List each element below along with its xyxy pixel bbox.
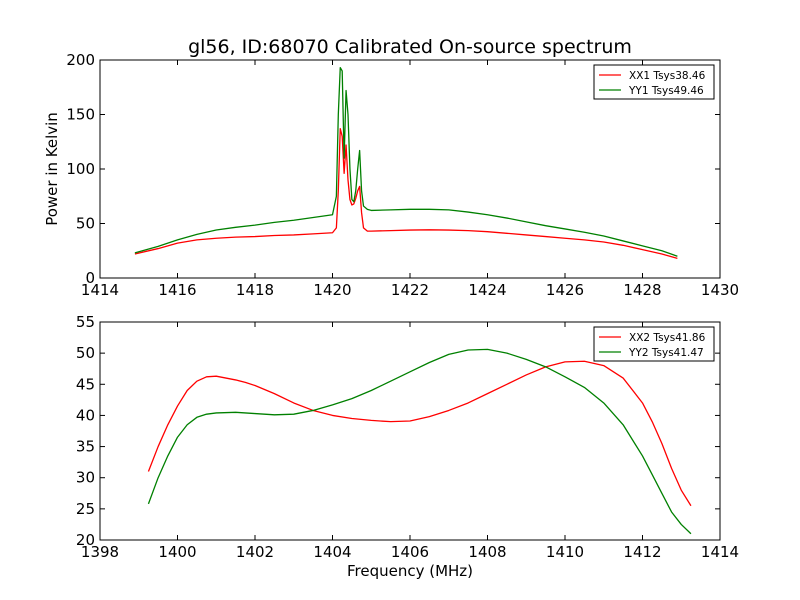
chart-2-legend <box>593 326 715 362</box>
chart-1-ytick-label: 100 <box>66 160 95 178</box>
chart-1-xtick-label: 1428 <box>623 281 661 299</box>
chart-1-xtick-label: 1414 <box>81 281 119 299</box>
chart-2-ytick-label: 50 <box>76 344 95 362</box>
chart-1-xtick-label: 1418 <box>236 281 274 299</box>
chart-1-ytick-label: 50 <box>76 215 95 233</box>
chart-1-xtick-label: 1430 <box>701 281 739 299</box>
chart-1-title: gl56, ID:68070 Calibrated On-source spec… <box>188 36 632 58</box>
chart-1-legend-label: XX1 Tsys38.46 <box>629 70 706 82</box>
chart-2-plot: 1398 1400 1402 1404 1406 1408 1410 1412 1414 20 25… <box>76 313 739 561</box>
chart-1-series-1-line <box>134 128 678 260</box>
chart-2-xtick-label: 1412 <box>623 543 661 561</box>
chart-1-xtick-label: 1422 <box>391 281 429 299</box>
chart-1-series-2-line <box>134 66 678 257</box>
chart-2-xtick-label: 1406 <box>391 543 429 561</box>
chart-2-ytick-label: 45 <box>76 375 95 393</box>
chart-1-ytick-label: 150 <box>66 106 95 124</box>
chart-2-xtick-label: 1398 <box>81 543 119 561</box>
chart-2-ytick-label: 35 <box>76 438 95 456</box>
chart-2-ytick-label: 30 <box>76 469 95 487</box>
chart-2-xtick-label: 1410 <box>546 543 584 561</box>
chart-2-legend-label: YY2 Tsys41.47 <box>628 347 704 359</box>
chart-2-xtick-label: 1400 <box>158 543 196 561</box>
chart-2-series-2-line <box>147 348 692 535</box>
chart-1-ytick-label: 200 <box>66 51 95 69</box>
chart-2-xtick-label: 1408 <box>468 543 506 561</box>
chart-2-ytick-label: 20 <box>76 531 95 549</box>
chart-2-xlabel: Frequency (MHz) <box>347 562 473 580</box>
chart-1-plot: 1414 1416 1418 1420 1422 1424 1426 1428 1430 0 50 1… <box>66 51 739 299</box>
chart-2-xtick-label: 1404 <box>313 543 351 561</box>
chart-1-xtick-label: 1426 <box>546 281 584 299</box>
chart-1-legend <box>593 64 715 100</box>
chart-1-xtick-label: 1416 <box>158 281 196 299</box>
chart-1-ytick-label: 0 <box>85 269 95 287</box>
chart-2-xtick-label: 1402 <box>236 543 274 561</box>
chart-2-ytick-label: 40 <box>76 406 95 424</box>
chart-2-series-1-line <box>147 360 692 507</box>
chart-1-xtick-label: 1420 <box>313 281 351 299</box>
chart-1-legend-label: YY1 Tsys49.46 <box>628 85 704 97</box>
chart-2-ytick-label: 25 <box>76 500 95 518</box>
chart-2-legend-label: XX2 Tsys41.86 <box>629 332 706 344</box>
chart-2-xtick-label: 1414 <box>701 543 739 561</box>
chart-1-ylabel: Power in Kelvin <box>43 112 61 226</box>
chart-1-xtick-label: 1424 <box>468 281 506 299</box>
chart-2-ytick-label: 55 <box>76 313 95 331</box>
